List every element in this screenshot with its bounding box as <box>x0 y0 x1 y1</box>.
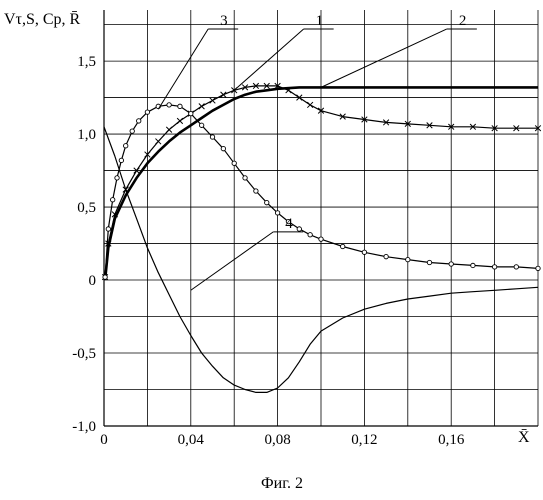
data-point-circle <box>243 176 247 180</box>
data-point-circle <box>119 158 123 162</box>
figure-caption: Фиг. 2 <box>261 475 303 492</box>
x-tick-labels: 0 0,04 0,08 0,12 0,16 <box>100 432 465 448</box>
data-point-circle <box>137 119 141 123</box>
data-point-circle <box>130 129 134 133</box>
x-tick-label: 0 <box>100 432 108 448</box>
y-tick-labels: 1,5 1,0 0,5 0 -0,5 -1,0 <box>72 54 96 435</box>
y-tick-label: 1,0 <box>77 127 96 143</box>
x-tick-label: 0,04 <box>178 432 205 448</box>
data-point-x <box>177 118 183 124</box>
data-point-circle <box>275 211 279 215</box>
data-point-circle <box>110 198 114 202</box>
data-point-circle <box>145 110 149 114</box>
data-point-circle <box>308 233 312 237</box>
leader-line <box>234 29 303 90</box>
data-point-circle <box>265 200 269 204</box>
data-point-circle <box>199 123 203 127</box>
series-layer <box>102 83 541 392</box>
data-point-x <box>155 139 161 145</box>
y-tick-label: -1,0 <box>72 419 96 435</box>
series-1 <box>102 83 541 280</box>
data-point-circle <box>471 263 475 267</box>
data-point-circle <box>189 111 193 115</box>
data-point-x <box>210 98 216 104</box>
callout-label: 4 <box>285 216 293 232</box>
data-point-circle <box>406 257 410 261</box>
data-point-x <box>307 102 313 108</box>
data-point-x <box>221 92 227 98</box>
data-point-circle <box>103 275 107 279</box>
data-point-circle <box>427 260 431 264</box>
y-tick-label: 0,5 <box>77 200 96 216</box>
data-point-circle <box>536 266 540 270</box>
data-point-circle <box>449 262 453 266</box>
data-point-circle <box>178 104 182 108</box>
data-point-circle <box>221 146 225 150</box>
data-point-circle <box>124 144 128 148</box>
callout-4: 4 <box>191 216 303 290</box>
data-point-circle <box>384 254 388 258</box>
data-point-circle <box>362 250 366 254</box>
data-point-circle <box>492 265 496 269</box>
callout-label: 3 <box>220 13 228 29</box>
leader-line <box>191 232 273 290</box>
x-tick-label: 0,16 <box>438 432 465 448</box>
y-tick-label: 0 <box>89 273 97 289</box>
callout-2: 2 <box>321 13 477 87</box>
leader-line <box>321 29 447 87</box>
data-point-circle <box>319 237 323 241</box>
data-point-circle <box>115 176 119 180</box>
data-point-circle <box>297 227 301 231</box>
data-point-x <box>199 104 205 110</box>
series-line <box>105 87 538 280</box>
x-tick-label: 0,08 <box>264 432 290 448</box>
series-line <box>105 86 538 277</box>
callouts: 1 2 3 4 <box>158 13 477 290</box>
data-point-circle <box>254 189 258 193</box>
callout-label: 2 <box>459 13 467 29</box>
y-tick-label: 1,5 <box>77 54 96 70</box>
data-point-x <box>166 127 172 133</box>
data-point-circle <box>232 161 236 165</box>
x-tick-label: 0,12 <box>351 432 377 448</box>
data-point-circle <box>341 244 345 248</box>
callout-label: 1 <box>316 13 324 29</box>
data-point-circle <box>106 227 110 231</box>
data-point-circle <box>210 135 214 139</box>
grid <box>104 10 538 426</box>
series-2 <box>105 87 538 280</box>
data-point-circle <box>514 265 518 269</box>
y-tick-label: -0,5 <box>72 346 96 362</box>
data-point-circle <box>167 103 171 107</box>
y-axis-title: Vτ,S, Cp, R̄ <box>4 11 81 28</box>
x-axis-title: X̄ <box>518 429 530 446</box>
